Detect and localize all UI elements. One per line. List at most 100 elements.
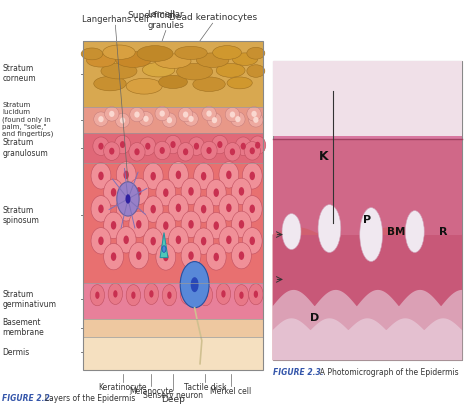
Polygon shape [160,232,168,258]
Bar [83,283,263,319]
Ellipse shape [181,243,201,269]
Text: Dermis: Dermis [2,348,29,357]
Ellipse shape [98,236,104,245]
Ellipse shape [212,135,228,154]
Text: Keratinocyte: Keratinocyte [98,383,147,392]
Ellipse shape [203,291,208,299]
Ellipse shape [159,75,187,88]
Ellipse shape [136,187,142,196]
Ellipse shape [213,253,219,261]
Ellipse shape [144,283,159,304]
Ellipse shape [249,205,255,213]
Text: Stratum
spinosum: Stratum spinosum [2,206,39,225]
Ellipse shape [117,182,139,216]
Ellipse shape [207,113,222,127]
Ellipse shape [231,211,251,238]
Ellipse shape [194,143,199,150]
Bar [83,107,263,133]
Ellipse shape [239,252,244,260]
Ellipse shape [94,76,126,91]
Ellipse shape [109,148,114,155]
Ellipse shape [249,236,255,245]
Ellipse shape [143,196,163,222]
Ellipse shape [163,221,169,230]
Ellipse shape [126,78,162,94]
Ellipse shape [131,291,136,299]
Ellipse shape [155,106,169,121]
Ellipse shape [180,262,209,308]
Ellipse shape [231,243,251,269]
Ellipse shape [212,117,217,123]
Ellipse shape [239,187,244,196]
Ellipse shape [177,63,213,80]
Ellipse shape [98,205,104,213]
Ellipse shape [169,195,188,221]
Ellipse shape [140,137,156,155]
Ellipse shape [94,112,108,127]
Ellipse shape [360,208,383,261]
Ellipse shape [226,204,232,212]
Ellipse shape [249,172,255,180]
Ellipse shape [142,62,175,77]
Ellipse shape [219,227,239,253]
Ellipse shape [216,283,231,304]
Ellipse shape [235,116,240,122]
Ellipse shape [198,284,213,306]
Ellipse shape [242,196,262,222]
Ellipse shape [213,46,241,59]
Ellipse shape [87,54,115,67]
Ellipse shape [137,46,173,61]
Ellipse shape [126,194,130,204]
Ellipse shape [134,148,140,155]
Text: K: K [319,150,328,163]
Text: Basement
membrane: Basement membrane [2,318,44,337]
Ellipse shape [253,117,259,123]
Ellipse shape [114,135,131,154]
Ellipse shape [188,220,194,229]
Text: A Photomicrograph of the Epidermis: A Photomicrograph of the Epidermis [315,368,459,376]
Ellipse shape [136,220,142,229]
Ellipse shape [235,137,251,155]
Ellipse shape [231,178,251,205]
Bar [83,41,263,370]
Ellipse shape [175,46,207,59]
Ellipse shape [113,290,118,298]
Ellipse shape [188,252,194,260]
Ellipse shape [206,179,226,206]
Ellipse shape [185,290,190,298]
Ellipse shape [115,52,151,68]
Ellipse shape [149,290,154,298]
Bar [273,61,462,360]
Ellipse shape [120,117,125,124]
Ellipse shape [244,142,260,160]
Ellipse shape [242,163,262,189]
Ellipse shape [191,277,199,292]
Ellipse shape [101,63,137,79]
Ellipse shape [93,137,109,155]
Bar [83,133,263,163]
Ellipse shape [108,283,123,304]
Ellipse shape [221,290,226,298]
Ellipse shape [156,212,176,239]
Ellipse shape [129,142,145,161]
Ellipse shape [170,141,176,148]
Ellipse shape [241,143,246,150]
Ellipse shape [194,163,213,189]
Ellipse shape [219,195,239,221]
Ellipse shape [318,205,341,252]
Ellipse shape [134,112,140,118]
Ellipse shape [181,178,201,205]
Text: Dead keratinocytes: Dead keratinocytes [169,13,257,22]
Ellipse shape [201,205,206,213]
Ellipse shape [116,227,136,253]
Ellipse shape [249,113,263,127]
Ellipse shape [247,65,265,77]
Ellipse shape [162,284,177,306]
Text: Stratum
granulosum: Stratum granulosum [2,138,48,158]
Ellipse shape [239,291,244,299]
Ellipse shape [95,291,100,299]
Ellipse shape [103,45,135,59]
Ellipse shape [150,205,156,213]
Ellipse shape [129,178,149,205]
Ellipse shape [232,53,258,66]
